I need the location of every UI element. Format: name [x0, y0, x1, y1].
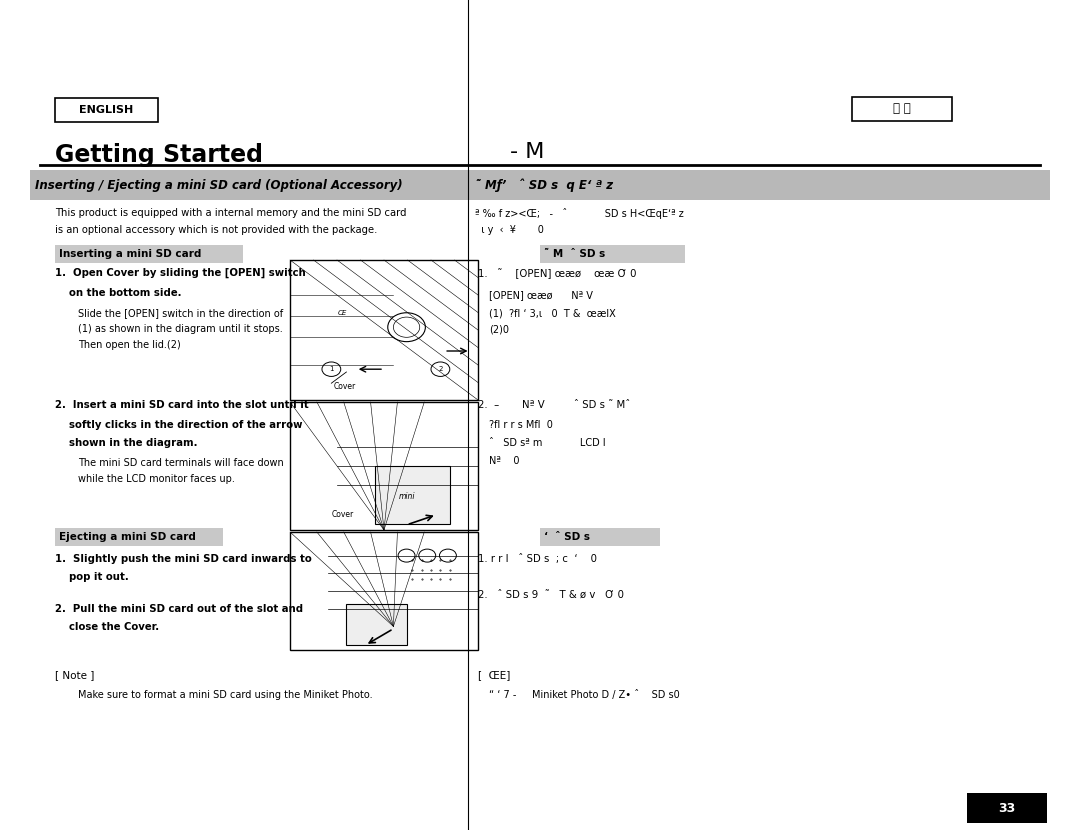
- Bar: [291, 532, 478, 650]
- Text: [ Note ]: [ Note ]: [55, 670, 94, 680]
- Text: 2.  –       Nª V         ˆ SD s ˜ Mˆ: 2. – Nª V ˆ SD s ˜ Mˆ: [478, 400, 631, 410]
- Bar: [55, 98, 158, 122]
- Text: ?fl r r s Mfl  0: ?fl r r s Mfl 0: [489, 420, 553, 430]
- Text: ENGLISH: ENGLISH: [79, 105, 134, 115]
- Text: softly clicks in the direction of the arrow: softly clicks in the direction of the ar…: [55, 420, 302, 430]
- Text: ˜ Mƒ’   ˆ SD s  q E‘ ª z: ˜ Mƒ’ ˆ SD s q E‘ ª z: [475, 178, 613, 192]
- Text: on the bottom side.: on the bottom side.: [55, 288, 181, 298]
- Text: Inserting a mini SD card: Inserting a mini SD card: [59, 249, 202, 259]
- Bar: [852, 97, 951, 121]
- Text: mini: mini: [399, 492, 415, 501]
- Text: 臺 灣: 臺 灣: [893, 102, 910, 115]
- Text: Nª    0: Nª 0: [489, 456, 519, 466]
- Text: - M: - M: [510, 142, 544, 162]
- Text: Ejecting a mini SD card: Ejecting a mini SD card: [59, 532, 197, 542]
- Text: The mini SD card terminals will face down: The mini SD card terminals will face dow…: [78, 458, 284, 468]
- Text: [OPEN] œæø      Nª V: [OPEN] œæø Nª V: [489, 290, 593, 300]
- Text: is an optional accessory which is not provided with the package.: is an optional accessory which is not pr…: [55, 225, 377, 235]
- Text: Inserting / Ejecting a mini SD card (Optional Accessory): Inserting / Ejecting a mini SD card (Opt…: [35, 178, 403, 192]
- Text: (1)  ?fl ‘ 3,ι   0  T &  œælX: (1) ?fl ‘ 3,ι 0 T & œælX: [489, 308, 616, 318]
- Text: ι y  ‹  ¥       0: ι y ‹ ¥ 0: [475, 225, 544, 235]
- Text: Cover: Cover: [332, 510, 353, 519]
- Text: close the Cover.: close the Cover.: [55, 622, 159, 632]
- Text: This product is equipped with a internal memory and the mini SD card: This product is equipped with a internal…: [55, 208, 406, 218]
- Text: 2: 2: [438, 366, 443, 372]
- Text: Make sure to format a mini SD card using the Miniket Photo.: Make sure to format a mini SD card using…: [78, 690, 373, 700]
- Text: shown in the diagram.: shown in the diagram.: [55, 438, 198, 448]
- Bar: [291, 260, 478, 400]
- Text: Cover: Cover: [334, 382, 355, 390]
- Text: 1. r r l   ˆ SD s  ; c  ‘    0: 1. r r l ˆ SD s ; c ‘ 0: [478, 554, 597, 564]
- Text: ‘  ˆ SD s: ‘ ˆ SD s: [544, 532, 591, 542]
- Text: (2)0: (2)0: [489, 324, 509, 334]
- Bar: [347, 604, 406, 645]
- Text: (1) as shown in the diagram until it stops.: (1) as shown in the diagram until it sto…: [78, 324, 283, 334]
- Text: 1: 1: [329, 366, 334, 372]
- Text: ˜ M  ˆ SD s: ˜ M ˆ SD s: [544, 249, 606, 259]
- Bar: [540, 528, 660, 546]
- Text: 33: 33: [998, 802, 1015, 814]
- Text: Then open the lid.(2): Then open the lid.(2): [78, 340, 180, 350]
- Text: 1.   ˜    [OPEN] œæø    œæ Ơ 0: 1. ˜ [OPEN] œæø œæ Ơ 0: [478, 268, 636, 279]
- Polygon shape: [967, 793, 1047, 823]
- Text: Slide the [OPEN] switch in the direction of: Slide the [OPEN] switch in the direction…: [78, 308, 283, 318]
- Bar: [540, 245, 685, 263]
- Text: ˆ   SD sª m            LCD l: ˆ SD sª m LCD l: [489, 438, 606, 448]
- Text: 2.  Pull the mini SD card out of the slot and: 2. Pull the mini SD card out of the slot…: [55, 604, 303, 614]
- Text: ª ‰ f z><Œ;   -   ˆ            SD s H<ŒqE‘ª z: ª ‰ f z><Œ; - ˆ SD s H<ŒqE‘ª z: [475, 208, 684, 219]
- Text: pop it out.: pop it out.: [55, 572, 129, 582]
- Text: 2.  Insert a mini SD card into the slot until it: 2. Insert a mini SD card into the slot u…: [55, 400, 309, 410]
- Text: while the LCD monitor faces up.: while the LCD monitor faces up.: [78, 474, 234, 484]
- Bar: [30, 170, 1050, 200]
- Text: CE: CE: [338, 310, 348, 316]
- Text: 2.   ˆ SD s 9  ˜   T & ø v   Ơ 0: 2. ˆ SD s 9 ˜ T & ø v Ơ 0: [478, 590, 624, 600]
- Bar: [55, 528, 222, 546]
- Text: 1.  Open Cover by sliding the [OPEN] switch: 1. Open Cover by sliding the [OPEN] swit…: [55, 268, 306, 278]
- Text: [  ŒE]: [ ŒE]: [478, 670, 511, 680]
- Bar: [375, 466, 449, 524]
- Bar: [291, 402, 478, 530]
- Text: 1.  Slightly push the mini SD card inwards to: 1. Slightly push the mini SD card inward…: [55, 554, 312, 564]
- Text: Getting Started: Getting Started: [55, 143, 264, 167]
- Bar: [55, 245, 243, 263]
- Text: “ ‘ 7 -     Miniket Photo D / Z• ˆ    SD s0: “ ‘ 7 - Miniket Photo D / Z• ˆ SD s0: [489, 690, 679, 700]
